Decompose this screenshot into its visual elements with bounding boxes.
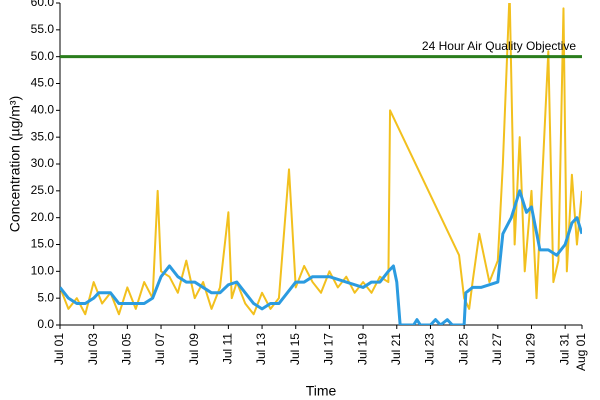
- x-tick-label: Jul 21: [389, 333, 403, 365]
- x-tick-label: Aug 01: [574, 333, 588, 371]
- line-series: [60, 189, 582, 325]
- y-tick-label: 40.0: [31, 103, 55, 117]
- x-axis-label: Time: [306, 383, 337, 399]
- x-tick-label: Jul 05: [120, 333, 134, 365]
- objective-label: 24 Hour Air Quality Objective: [422, 39, 576, 53]
- x-tick-label: Jul 07: [153, 333, 167, 365]
- line-series: [60, 3, 582, 316]
- y-tick-label: 45.0: [31, 76, 55, 90]
- y-tick-label: 5.0: [37, 290, 54, 304]
- y-axis-label: Concentration (µg/m³): [7, 96, 23, 232]
- x-tick-label: Jul 25: [456, 333, 470, 365]
- y-tick-label: 0.0: [37, 317, 54, 331]
- x-tick-label: Jul 19: [355, 333, 369, 365]
- y-tick-label: 25.0: [31, 183, 55, 197]
- x-tick-label: Jul 29: [524, 333, 538, 365]
- y-tick-label: 55.0: [31, 22, 55, 36]
- x-tick-label: Jul 01: [52, 333, 66, 365]
- x-tick-label: Jul 11: [221, 333, 235, 364]
- y-tick-label: 30.0: [31, 156, 55, 170]
- x-tick-label: Jul 13: [254, 333, 268, 365]
- x-tick-label: Jul 03: [86, 333, 100, 365]
- plot-area: [60, 3, 582, 325]
- y-tick-label: 15.0: [31, 237, 55, 251]
- y-tick-label: 10.0: [31, 264, 55, 278]
- x-tick-label: Jul 09: [187, 333, 201, 365]
- y-tick-label: 60.0: [31, 0, 55, 9]
- x-tick-label: Jul 31: [557, 333, 571, 365]
- y-tick-label: 20.0: [31, 210, 55, 224]
- x-tick-label: Jul 17: [322, 333, 336, 365]
- y-tick-label: 50.0: [31, 49, 55, 63]
- x-tick-label: Jul 27: [490, 333, 504, 365]
- y-tick-label: 35.0: [31, 129, 55, 143]
- x-tick-label: Jul 23: [423, 333, 437, 365]
- x-tick-label: Jul 15: [288, 333, 302, 365]
